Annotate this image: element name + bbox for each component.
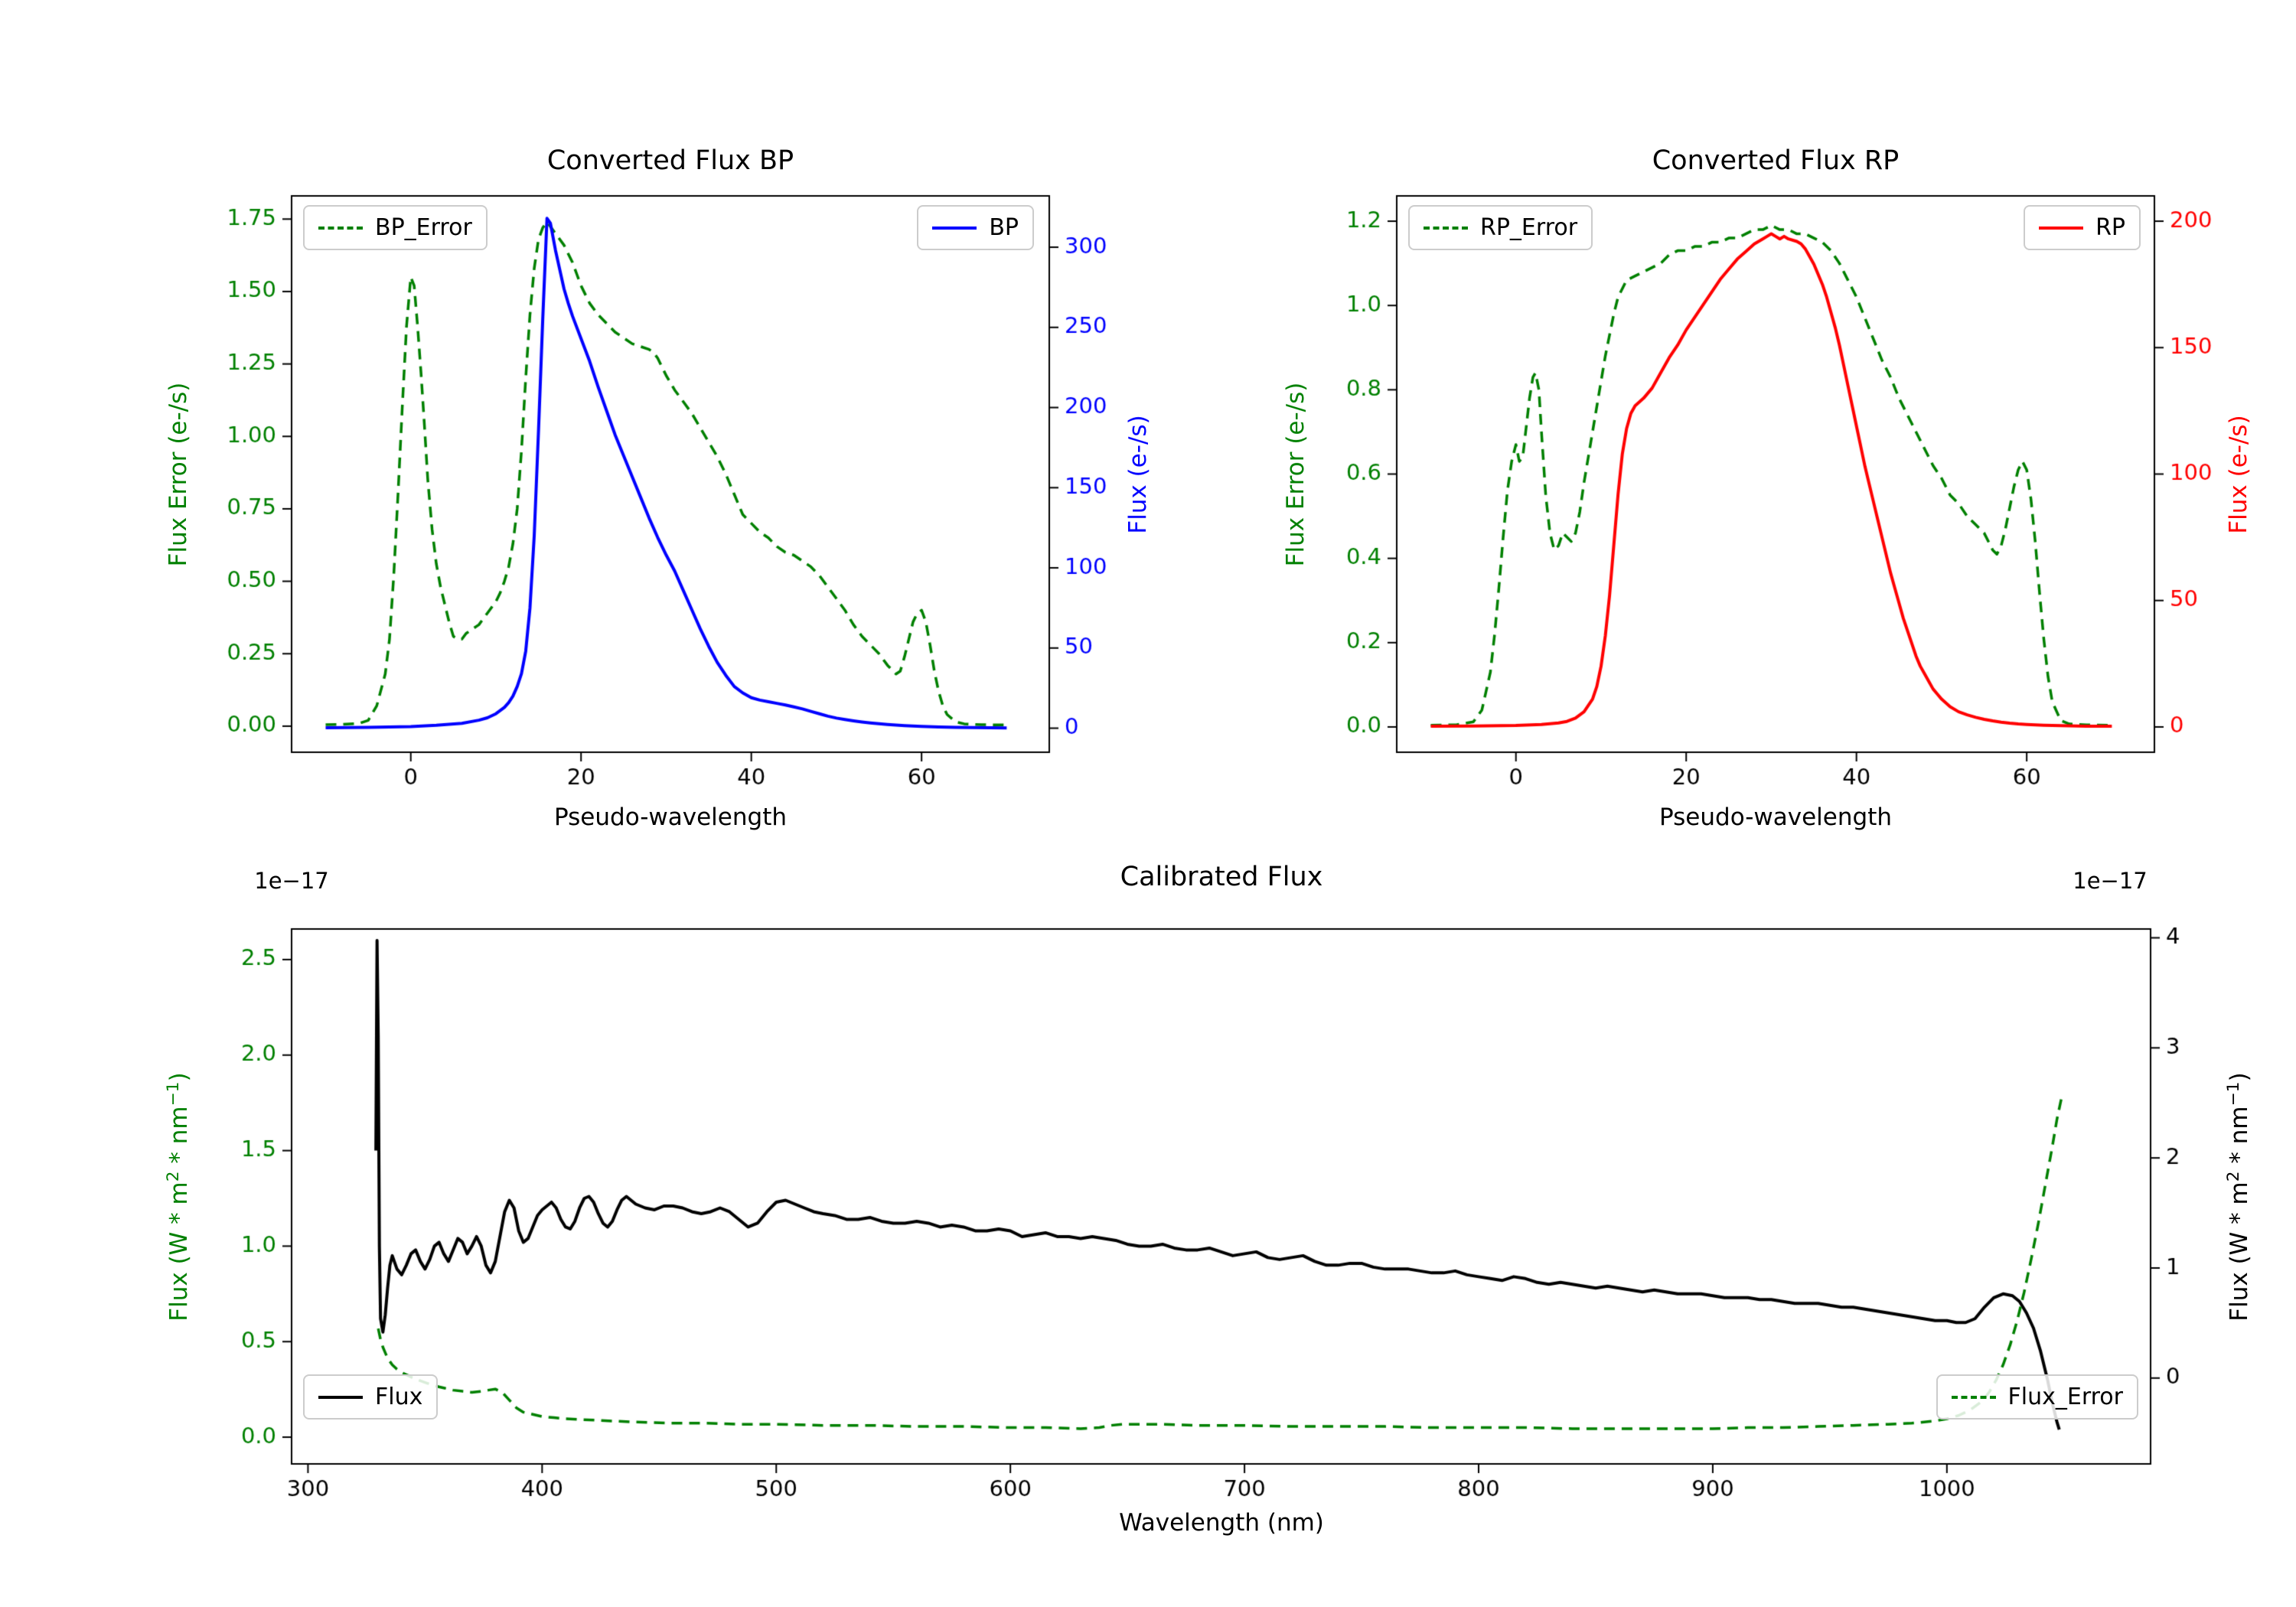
rp-error-legend-line [1424,226,1468,230]
calibrated-left-yaxis-label-text: Flux (W * m [165,1182,194,1322]
rp-error-legend: RP_Error [1408,205,1593,250]
rp-left-yaxis-label: Flux Error (e-/s) [1282,382,1309,567]
bp-error-legend-label: BP_Error [375,214,472,241]
calibrated-left-yaxis-label-text2: * nm [165,1106,194,1172]
flux-error-legend-line [1951,1395,1996,1399]
rp-legend-label: RP [2095,214,2125,241]
calibrated-left-yaxis-label-sup2: −1 [163,1081,183,1107]
bp-right-yaxis-label: Flux (e-/s) [1124,415,1152,534]
rp-right-yaxis-label: Flux (e-/s) [2225,415,2252,534]
rp-legend-line [2039,226,2084,230]
calibrated-xaxis-label: Wavelength (nm) [1119,1509,1324,1537]
calibrated-right-yaxis-label: Flux (W * m2 * nm−1) [2224,1072,2253,1321]
bp-error-legend-line [318,226,363,230]
flux-legend-label: Flux [375,1384,423,1410]
bp-legend-label: BP [989,214,1019,241]
flux-error-legend: Flux_Error [1936,1374,2138,1420]
calibrated-left-axis-offset-text: 1e−17 [254,868,329,894]
flux-legend: Flux [303,1374,439,1420]
flux-error-legend-label: Flux_Error [2007,1384,2123,1410]
calibrated-left-yaxis-label-sup1: 2 [163,1171,183,1182]
flux-legend-line [318,1395,363,1399]
calibrated-left-yaxis-label: Flux (W * m2 * nm−1) [164,1072,193,1321]
rp-chart-title: Converted Flux RP [1652,145,1900,176]
bp-xaxis-label: Pseudo-wavelength [553,804,788,831]
rp-error-legend-label: RP_Error [1480,214,1578,241]
rp-legend: RP [2024,205,2141,250]
rp-xaxis-label: Pseudo-wavelength [1658,804,1893,831]
bp-legend: BP [917,205,1034,250]
calibrated-right-axis-offset-text: 1e−17 [2073,868,2148,894]
bp-chart-title: Converted Flux BP [546,145,794,176]
calibrated-left-yaxis-label-text3: ) [165,1072,194,1082]
calibrated-chart-title: Calibrated Flux [1120,862,1323,892]
calibrated-right-yaxis-label-text2: * nm [2226,1106,2254,1172]
bp-left-yaxis-label: Flux Error (e-/s) [165,382,192,567]
bp-error-legend: BP_Error [303,205,488,250]
calibrated-right-yaxis-label-sup1: 2 [2223,1171,2243,1182]
bp-legend-line [932,226,977,230]
calibrated-right-yaxis-label-text: Flux (W * m [2226,1182,2254,1322]
calibrated-right-yaxis-label-text3: ) [2226,1072,2254,1082]
calibrated-right-yaxis-label-sup2: −1 [2223,1081,2243,1107]
